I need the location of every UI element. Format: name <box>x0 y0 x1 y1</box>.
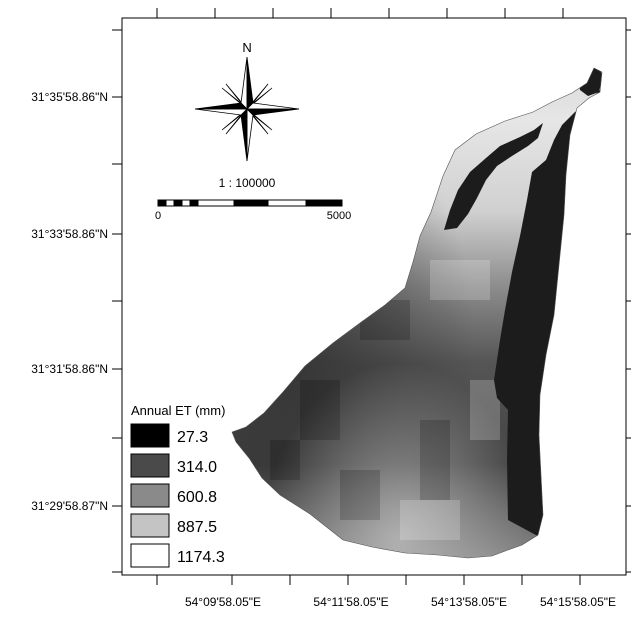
legend-swatch <box>130 513 170 538</box>
legend-label: 314.0 <box>177 459 217 476</box>
scale-bar-segments <box>157 199 343 207</box>
legend-title: Annual ET (mm) <box>131 403 225 418</box>
latitude-labels: 31°35'58.86"N 31°33'58.86"N 31°31'58.86"… <box>31 90 108 513</box>
legend-item: 27.3 <box>130 423 208 448</box>
latitude-label: 31°33'58.86"N <box>31 227 108 241</box>
north-arrow: N <box>194 40 300 162</box>
latitude-label: 31°35'58.86"N <box>31 90 108 104</box>
legend-label: 1174.3 <box>177 549 225 566</box>
right-ticks <box>626 29 631 573</box>
legend-swatch <box>130 423 170 448</box>
legend-swatch <box>130 483 170 508</box>
left-ticks <box>112 29 122 573</box>
watershed-raster <box>232 68 602 558</box>
legend-item: 1174.3 <box>130 543 225 568</box>
longitude-label: 54°11'58.05"E <box>313 595 388 609</box>
legend-label: 600.8 <box>177 489 217 506</box>
legend-label: 27.3 <box>177 429 208 446</box>
latitude-label: 31°31'58.86"N <box>31 362 108 376</box>
scale-ratio: 1 : 100000 <box>219 176 276 190</box>
scale-end-label: 5000 <box>327 210 351 222</box>
north-dark-channel <box>444 123 543 230</box>
scale-start-label: 0 <box>155 210 161 222</box>
legend-item: 887.5 <box>130 513 217 538</box>
top-ticks <box>156 8 564 18</box>
legend: Annual ET (mm) 27.3 314.0 600.8 887.5 11… <box>130 403 225 568</box>
legend-item: 600.8 <box>130 483 217 508</box>
legend-item: 314.0 <box>130 453 217 478</box>
bottom-ticks <box>156 575 581 585</box>
legend-swatch <box>130 543 170 568</box>
north-label: N <box>242 40 251 55</box>
longitude-label: 54°13'58.05"E <box>431 595 507 609</box>
longitude-label: 54°15'58.05"E <box>540 595 616 609</box>
neatline <box>121 17 627 576</box>
legend-label: 887.5 <box>177 519 217 536</box>
legend-swatch <box>130 453 170 478</box>
latitude-label: 31°29'58.87"N <box>31 499 108 513</box>
scale-bar: 1 : 100000 0 5000 <box>155 176 351 222</box>
longitude-labels: 54°09'58.05"E 54°11'58.05"E 54°13'58.05"… <box>185 595 616 609</box>
map-frame <box>112 8 631 585</box>
compass-rose-icon <box>194 56 300 162</box>
watershed-outline <box>231 67 603 559</box>
longitude-label: 54°09'58.05"E <box>185 595 261 609</box>
